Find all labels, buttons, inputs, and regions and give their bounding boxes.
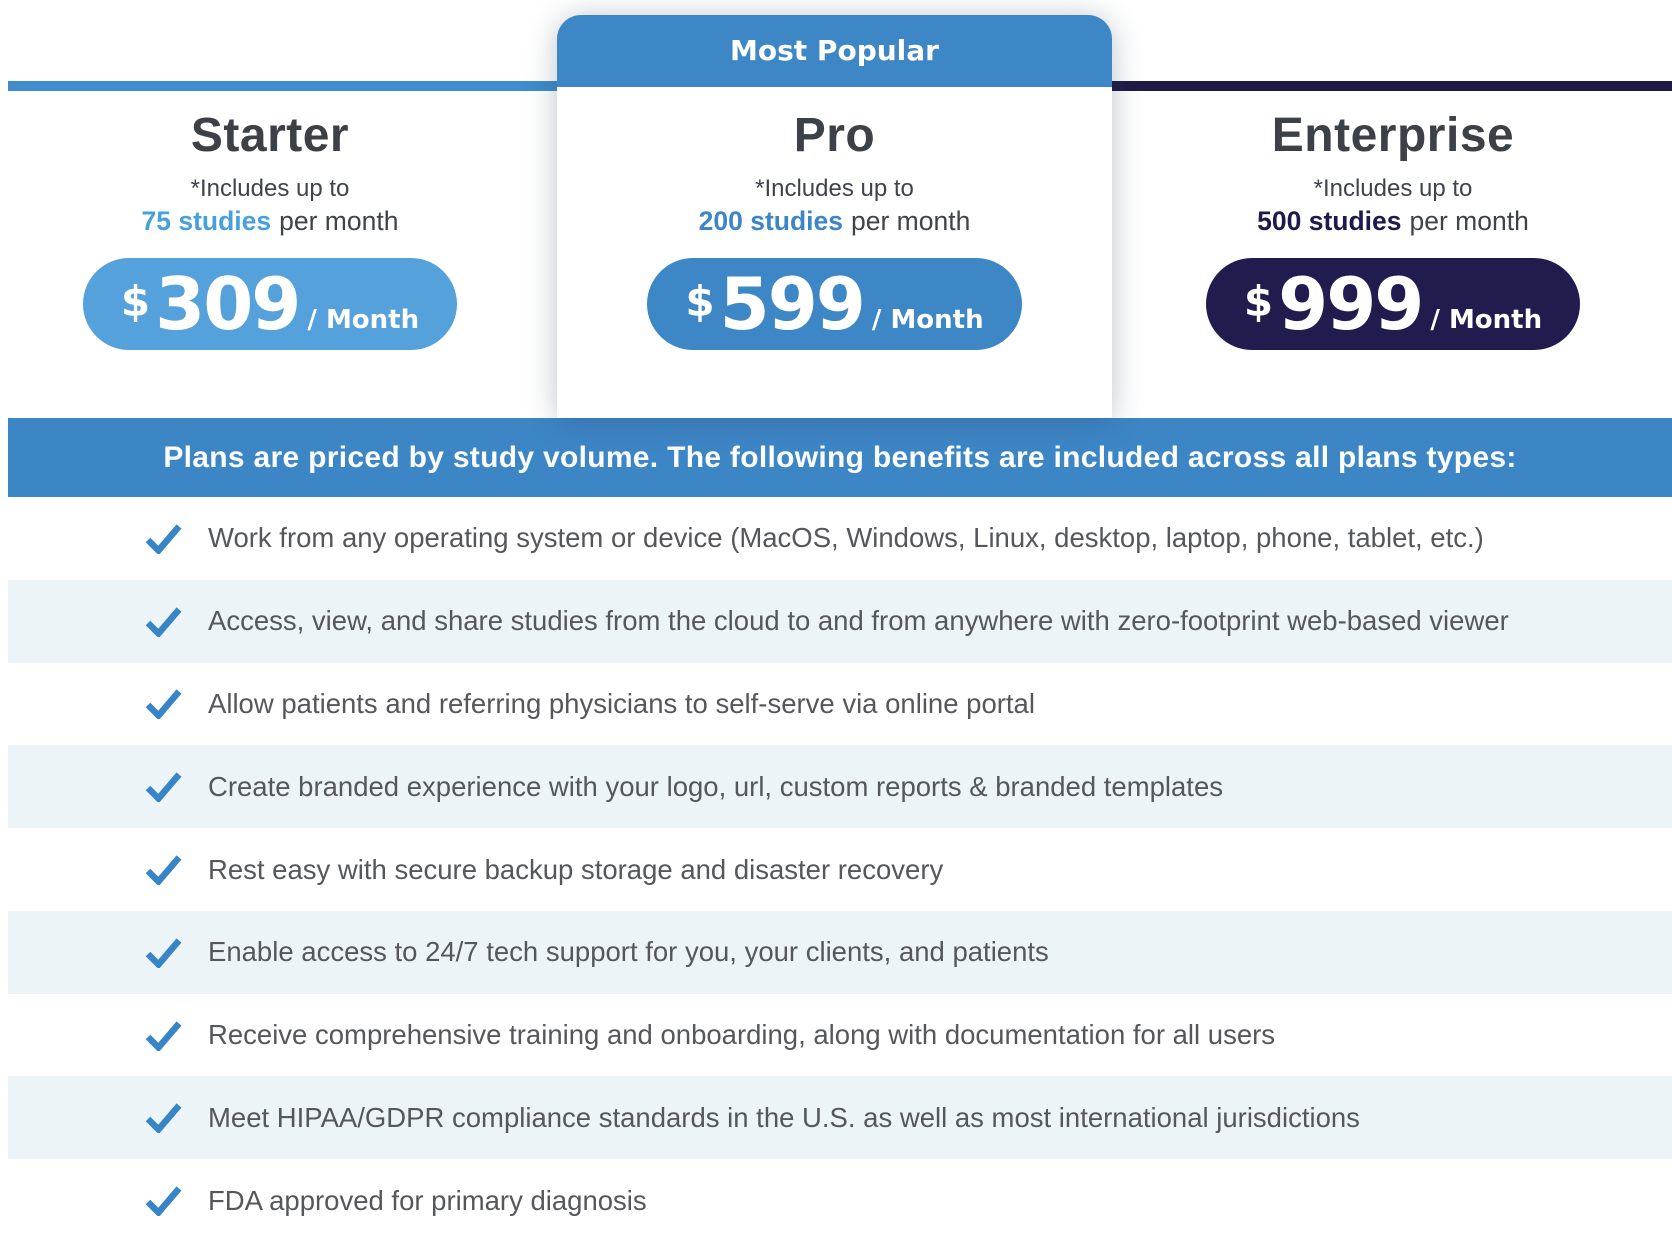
- check-icon: [145, 688, 182, 720]
- plan-title-enterprise: Enterprise: [1271, 109, 1515, 162]
- plans-header-section: Starter *Includes up to 75 studies per mo…: [0, 0, 1672, 418]
- plans-info-banner-text: Plans are priced by study volume. The fo…: [163, 440, 1517, 474]
- benefit-text: FDA approved for primary diagnosis: [208, 1184, 647, 1216]
- starter-top-rule: [8, 81, 568, 91]
- benefit-row: Meet HIPAA/GDPR compliance standards in …: [8, 1076, 1672, 1160]
- price-period: / Month: [1430, 305, 1543, 335]
- studies-count: 500 studies: [1257, 206, 1402, 236]
- per-month-label: per month: [851, 206, 971, 236]
- benefit-text: Work from any operating system or device…: [208, 522, 1484, 554]
- benefit-row: FDA approved for primary diagnosis: [8, 1159, 1672, 1242]
- benefit-text: Create branded experience with your logo…: [208, 770, 1223, 802]
- price-amount: 999: [1278, 262, 1424, 346]
- plan-includes-volume: 75 studies per month: [0, 204, 540, 238]
- plans-info-banner: Plans are priced by study volume. The fo…: [8, 418, 1672, 497]
- check-icon: [145, 606, 182, 637]
- benefit-row: Work from any operating system or device…: [8, 497, 1672, 580]
- currency-symbol: $: [1243, 276, 1274, 326]
- studies-count: 75 studies: [141, 206, 272, 236]
- currency-symbol: $: [685, 276, 715, 326]
- check-icon: [145, 523, 182, 554]
- per-month-label: per month: [279, 206, 399, 236]
- plan-card-starter: Starter *Includes up to 75 studies per mo…: [0, 0, 540, 418]
- plan-card-enterprise: Enterprise *Includes up to 500 studies pe…: [1114, 0, 1672, 418]
- plan-title-pro: Pro: [793, 109, 876, 162]
- studies-count: 200 studies: [698, 206, 844, 236]
- price-amount: 599: [719, 262, 866, 346]
- plan-card-pro: Most Popular Pro *Includes up to 200 stu…: [557, 15, 1112, 418]
- enterprise-top-rule: [1104, 81, 1672, 91]
- benefits-list: Work from any operating system or device…: [8, 497, 1672, 1242]
- benefit-text: Receive comprehensive training and onboa…: [208, 1019, 1276, 1051]
- benefit-row: Receive comprehensive training and onboa…: [8, 993, 1672, 1077]
- benefit-text: Enable access to 24/7 tech support for y…: [208, 936, 1049, 968]
- enterprise-price-button[interactable]: $ 999 / Month: [1205, 258, 1581, 350]
- benefit-row: Access, view, and share studies from the…: [8, 579, 1672, 663]
- benefit-text: Allow patients and referring physicians …: [208, 687, 1035, 719]
- benefit-text: Meet HIPAA/GDPR compliance standards in …: [208, 1101, 1360, 1133]
- plan-includes-prefix: *Includes up to: [755, 175, 914, 202]
- check-icon: [145, 1020, 182, 1051]
- price-period: / Month: [307, 305, 420, 335]
- plan-includes-prefix: *Includes up to: [190, 175, 350, 202]
- benefit-text: Rest easy with secure backup storage and…: [208, 853, 944, 885]
- plan-includes-prefix: *Includes up to: [1313, 175, 1473, 202]
- per-month-label: per month: [1409, 206, 1529, 236]
- check-icon: [145, 937, 182, 968]
- starter-price-button[interactable]: $ 309 / Month: [82, 258, 458, 350]
- check-icon: [145, 1185, 182, 1217]
- check-icon: [145, 854, 182, 886]
- price-period: / Month: [871, 305, 984, 335]
- benefit-text: Access, view, and share studies from the…: [208, 605, 1509, 637]
- check-icon: [145, 771, 182, 803]
- plan-includes-volume: 500 studies per month: [1114, 204, 1672, 238]
- benefit-row: Enable access to 24/7 tech support for y…: [8, 910, 1672, 994]
- price-amount: 309: [155, 262, 301, 346]
- plan-includes-volume: 200 studies per month: [557, 204, 1112, 238]
- benefit-row: Create branded experience with your logo…: [8, 745, 1672, 829]
- benefit-row: Allow patients and referring physicians …: [8, 662, 1672, 746]
- benefit-row: Rest easy with secure backup storage and…: [8, 828, 1672, 911]
- plan-title-starter: Starter: [190, 109, 350, 162]
- currency-symbol: $: [120, 276, 151, 326]
- check-icon: [145, 1102, 182, 1134]
- pro-price-button[interactable]: $ 599 / Month: [647, 258, 1022, 350]
- most-popular-badge: Most Popular: [557, 15, 1112, 87]
